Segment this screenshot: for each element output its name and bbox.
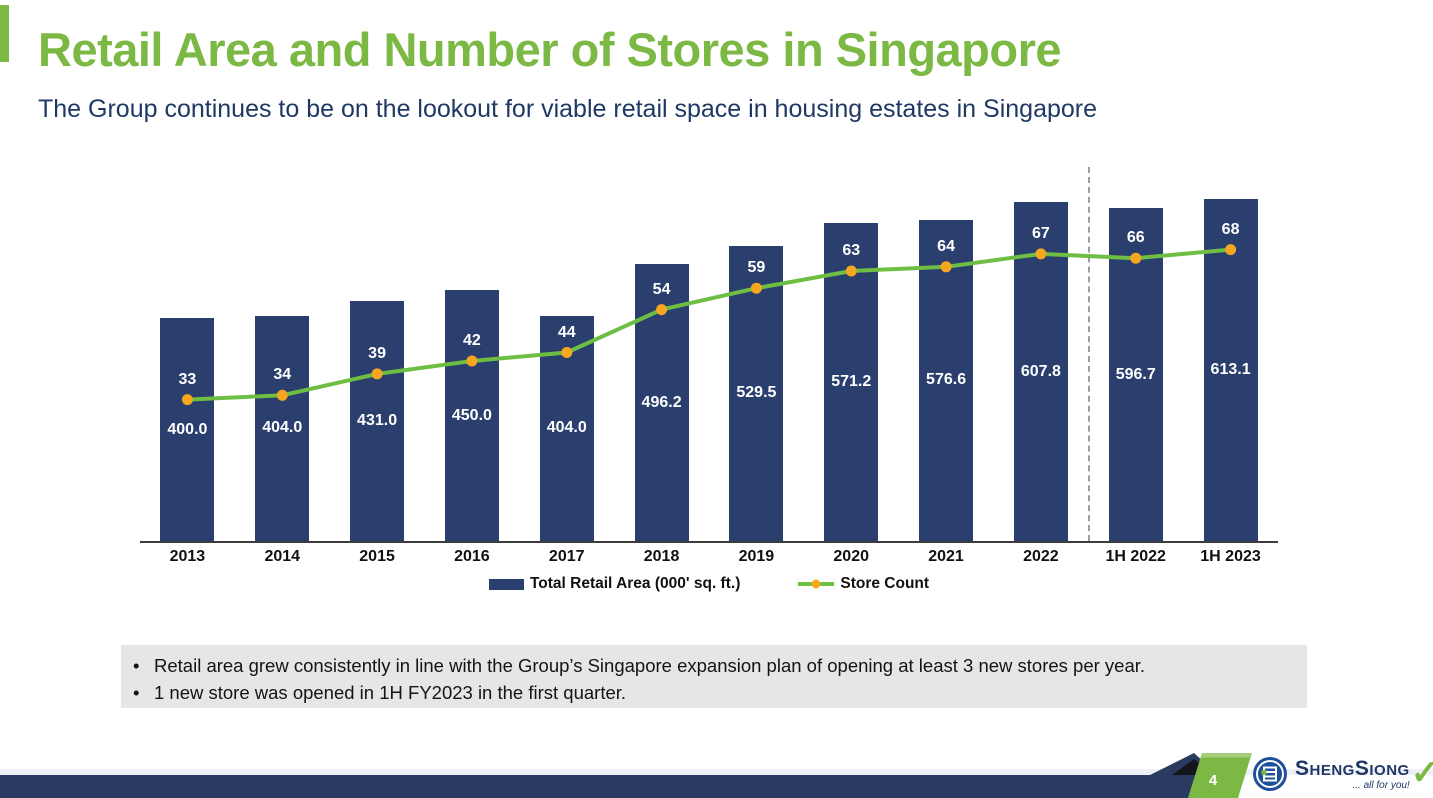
legend-item-retail-area: Total Retail Area (000' sq. ft.)	[488, 575, 741, 593]
bar-value-label: 496.2	[641, 393, 682, 411]
store-count-label: 66	[1126, 229, 1145, 247]
logo-text-wrap: SHENGSIONG ... all for you!	[1295, 758, 1410, 791]
bar-value-label: 400.0	[167, 420, 208, 438]
legend-label-store-count: Store Count	[840, 575, 930, 592]
x-axis-label-2021: 2021	[928, 548, 964, 565]
x-axis-label-2014: 2014	[264, 548, 301, 565]
x-axis-label-2017: 2017	[548, 548, 585, 565]
notes-box: • Retail area grew consistently in line w…	[121, 645, 1307, 708]
x-axis-label-1H 2022: 1H 2022	[1105, 548, 1166, 565]
x-axis-label-2019: 2019	[738, 548, 775, 565]
logo-tagline: ... all for you!	[1352, 779, 1410, 791]
page-title: Retail Area and Number of Stores in Sing…	[38, 23, 1062, 76]
page-subtitle: The Group continues to be on the lookout…	[38, 95, 1098, 123]
bar-series-swatch-icon	[488, 578, 524, 590]
x-axis-label-2013: 2013	[169, 548, 206, 565]
bullet-text: Retail area grew consistently in line wi…	[154, 655, 1146, 676]
footer-decoration	[1150, 753, 1252, 798]
line-marker-icon	[811, 579, 821, 589]
bar-value-label: 596.7	[1115, 365, 1156, 383]
line-series-swatch-icon	[798, 579, 835, 589]
bar-value-label: 404.0	[546, 419, 587, 437]
retail-area-store-count-chart: 400.0 404.0 431.0 450.0 404.0 496.2 529.5 571.2…	[140, 151, 1278, 593]
store-count-label: 33	[178, 370, 197, 388]
x-axis-label-2022: 2022	[1023, 548, 1059, 565]
store-count-label: 39	[368, 344, 386, 362]
legend-item-store-count: Store Count	[798, 575, 929, 593]
bar-value-label: 529.5	[736, 384, 777, 402]
store-count-label: 59	[747, 259, 766, 277]
shengsiong-logo: SHENGSIONG ... all for you! ✓	[1252, 756, 1433, 792]
store-count-label: 34	[273, 366, 292, 384]
bullet-marker: •	[133, 682, 140, 703]
x-axis-label-2018: 2018	[643, 548, 680, 565]
bar-value-label: 576.6	[926, 371, 967, 389]
bullet-item: • Retail area grew consistently in line w…	[133, 652, 1307, 679]
bullet-item: • 1 new store was opened in 1H FY2023 in …	[133, 679, 1307, 706]
bar-value-label: 613.1	[1210, 361, 1251, 379]
store-count-line	[181, 244, 1237, 406]
bar-value-label: 404.0	[262, 419, 303, 437]
logo-brand-text: SHENGSIONG	[1295, 756, 1410, 780]
bullet-text: 1 new store was opened in 1H FY2023 in t…	[154, 682, 627, 703]
bar-value-label: 431.0	[357, 411, 398, 429]
store-count-label: 42	[463, 332, 481, 349]
bullet-list: • Retail area grew consistently in line w…	[121, 652, 1307, 706]
bar-value-label: 450.0	[451, 406, 492, 424]
x-axis-label-1H 2023: 1H 2023	[1200, 548, 1261, 565]
x-axis-label-2020: 2020	[833, 548, 869, 565]
store-count-label: 44	[557, 323, 576, 341]
chart-legend: Total Retail Area (000' sq. ft.) Store C…	[140, 575, 1278, 593]
left-accent-bar	[0, 5, 9, 62]
x-axis-labels: 2013 2014 2015 2016 2017 2018 2019 2020 2021 2022…	[140, 548, 1278, 566]
bar-value-label: 607.8	[1020, 362, 1061, 380]
store-count-label: 63	[842, 242, 861, 259]
store-count-label: 64	[937, 237, 955, 255]
legend-label-retail-area: Total Retail Area (000' sq. ft.)	[529, 575, 741, 592]
period-separator-line	[1088, 167, 1091, 541]
page-number: 4	[1208, 772, 1218, 789]
chart-plot: 400.0 404.0 431.0 450.0 404.0 496.2 529.5 571.2…	[140, 151, 1278, 543]
x-axis-label-2015: 2015	[359, 548, 395, 565]
store-count-label: 68	[1221, 220, 1240, 238]
store-count-label: 54	[652, 280, 671, 298]
store-count-label: 67	[1032, 224, 1050, 242]
check-mark-icon: ✓	[1410, 754, 1433, 793]
footer-bar	[0, 775, 1236, 798]
x-axis-label-2016: 2016	[454, 548, 490, 565]
footer-light-strip	[0, 769, 1433, 775]
bar-value-label: 571.2	[831, 372, 872, 390]
logo-emblem-icon	[1253, 757, 1287, 791]
bullet-marker: •	[133, 655, 140, 676]
